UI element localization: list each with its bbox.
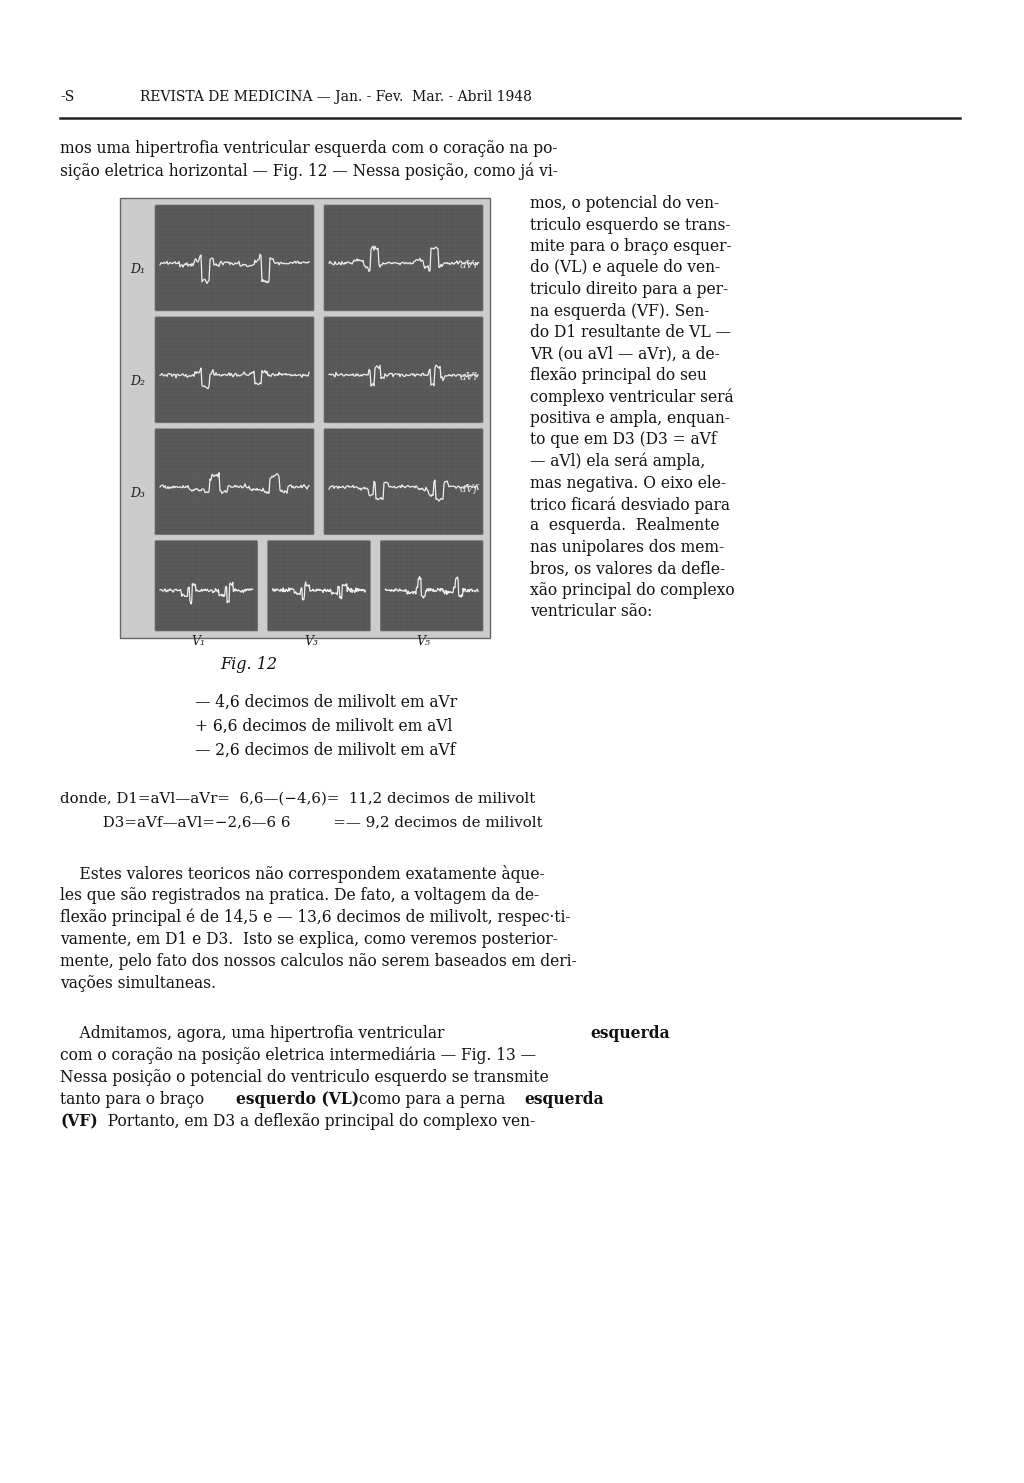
FancyBboxPatch shape <box>155 205 314 311</box>
Text: esquerda: esquerda <box>524 1091 604 1108</box>
Text: bros, os valores da defle-: bros, os valores da defle- <box>530 561 725 577</box>
Text: V₁: V₁ <box>191 635 205 648</box>
Text: Estes valores teoricos não correspondem exatamente àque-: Estes valores teoricos não correspondem … <box>60 865 545 882</box>
Text: (VF): (VF) <box>60 1114 97 1130</box>
Text: to que em D3 (D3 = aVf: to que em D3 (D3 = aVf <box>530 432 717 448</box>
FancyBboxPatch shape <box>155 541 258 630</box>
Text: tanto para o braço: tanto para o braço <box>60 1091 209 1108</box>
Text: les que são registrados na pratica. De fato, a voltagem da de-: les que são registrados na pratica. De f… <box>60 887 539 905</box>
Text: sição eletrica horizontal — Fig. 12 — Nessa posição, como já vi-: sição eletrica horizontal — Fig. 12 — Ne… <box>60 162 558 179</box>
Text: complexo ventricular será: complexo ventricular será <box>530 389 733 406</box>
FancyBboxPatch shape <box>155 429 314 535</box>
Text: esquerdo (VL): esquerdo (VL) <box>236 1091 359 1108</box>
Text: mente, pelo fato dos nossos calculos não serem baseados em deri-: mente, pelo fato dos nossos calculos não… <box>60 954 577 970</box>
Text: positiva e ampla, enquan-: positiva e ampla, enquan- <box>530 409 730 427</box>
Text: D₂: D₂ <box>130 375 145 389</box>
Text: vações simultaneas.: vações simultaneas. <box>60 974 216 992</box>
Text: mos, o potencial do ven-: mos, o potencial do ven- <box>530 194 719 212</box>
Text: vamente, em D1 e D3.  Isto se explica, como veremos posterior-: vamente, em D1 e D3. Isto se explica, co… <box>60 931 558 948</box>
Text: na esquerda (VF). Sen-: na esquerda (VF). Sen- <box>530 303 710 319</box>
Text: — 4,6 decimos de milivolt em aVr: — 4,6 decimos de milivolt em aVr <box>195 694 457 710</box>
Text: V₃: V₃ <box>304 635 317 648</box>
Text: aVl: aVl <box>460 372 478 383</box>
Text: — aVl) ela será ampla,: — aVl) ela será ampla, <box>530 452 706 470</box>
Text: -S: -S <box>60 90 75 104</box>
FancyBboxPatch shape <box>324 429 483 535</box>
Text: esquerda: esquerda <box>590 1025 670 1043</box>
FancyBboxPatch shape <box>324 205 483 311</box>
Text: trico ficará desviado para: trico ficará desviado para <box>530 495 730 513</box>
Text: aVr: aVr <box>460 260 480 270</box>
Text: com o coração na posição eletrica intermediária — Fig. 13 —: com o coração na posição eletrica interm… <box>60 1047 536 1065</box>
Text: mas negativa. O eixo ele-: mas negativa. O eixo ele- <box>530 475 726 491</box>
Text: flexão principal do seu: flexão principal do seu <box>530 366 707 384</box>
Text: do D1 resultante de VL —: do D1 resultante de VL — <box>530 323 731 341</box>
Text: nas unipolares dos mem-: nas unipolares dos mem- <box>530 538 724 556</box>
Text: D₃: D₃ <box>130 486 145 500</box>
FancyBboxPatch shape <box>267 541 371 630</box>
Text: V₅: V₅ <box>417 635 430 648</box>
Text: + 6,6 decimos de milivolt em aVl: + 6,6 decimos de milivolt em aVl <box>195 718 453 736</box>
Text: triculo esquerdo se trans-: triculo esquerdo se trans- <box>530 217 730 233</box>
Text: Nessa posição o potencial do ventriculo esquerdo se transmite: Nessa posição o potencial do ventriculo … <box>60 1069 549 1086</box>
Text: Portanto, em D3 a deflexão principal do complexo ven-: Portanto, em D3 a deflexão principal do … <box>98 1114 536 1130</box>
Text: VR (ou aVl — aVr), a de-: VR (ou aVl — aVr), a de- <box>530 346 720 362</box>
Text: aVf: aVf <box>460 483 479 494</box>
Bar <box>120 199 490 638</box>
Text: xão principal do complexo: xão principal do complexo <box>530 581 734 599</box>
Text: a  esquerda.  Realmente: a esquerda. Realmente <box>530 518 720 534</box>
Text: donde, D1=aVl—aVr=  6,6—(−4,6)=  11,2 decimos de milivolt: donde, D1=aVl—aVr= 6,6—(−4,6)= 11,2 deci… <box>60 792 536 805</box>
Text: Fig. 12: Fig. 12 <box>220 655 276 673</box>
Text: Admitamos, agora, uma hipertrofia ventricular: Admitamos, agora, uma hipertrofia ventri… <box>60 1025 450 1043</box>
Text: REVISTA DE MEDICINA — Jan. - Fev.  Mar. - Abril 1948: REVISTA DE MEDICINA — Jan. - Fev. Mar. -… <box>140 90 531 104</box>
Text: D3=aVf—aVl=−2,6—6 6         =— 9,2 decimos de milivolt: D3=aVf—aVl=−2,6—6 6 =— 9,2 decimos de mi… <box>60 816 543 829</box>
Text: ventricular são:: ventricular são: <box>530 604 652 620</box>
FancyBboxPatch shape <box>324 317 483 423</box>
Text: — 2,6 decimos de milivolt em aVf: — 2,6 decimos de milivolt em aVf <box>195 742 456 759</box>
Text: mite para o braço esquer-: mite para o braço esquer- <box>530 237 731 255</box>
FancyBboxPatch shape <box>155 317 314 423</box>
Text: D₁: D₁ <box>130 262 145 276</box>
Text: do (VL) e aquele do ven-: do (VL) e aquele do ven- <box>530 260 720 276</box>
FancyBboxPatch shape <box>380 541 483 630</box>
Text: como para a perna: como para a perna <box>354 1091 510 1108</box>
Text: flexão principal é de 14,5 e — 13,6 decimos de milivolt, respec·ti-: flexão principal é de 14,5 e — 13,6 deci… <box>60 909 570 927</box>
Text: mos uma hipertrofia ventricular esquerda com o coração na po-: mos uma hipertrofia ventricular esquerda… <box>60 139 557 157</box>
Text: triculo direito para a per-: triculo direito para a per- <box>530 280 728 298</box>
